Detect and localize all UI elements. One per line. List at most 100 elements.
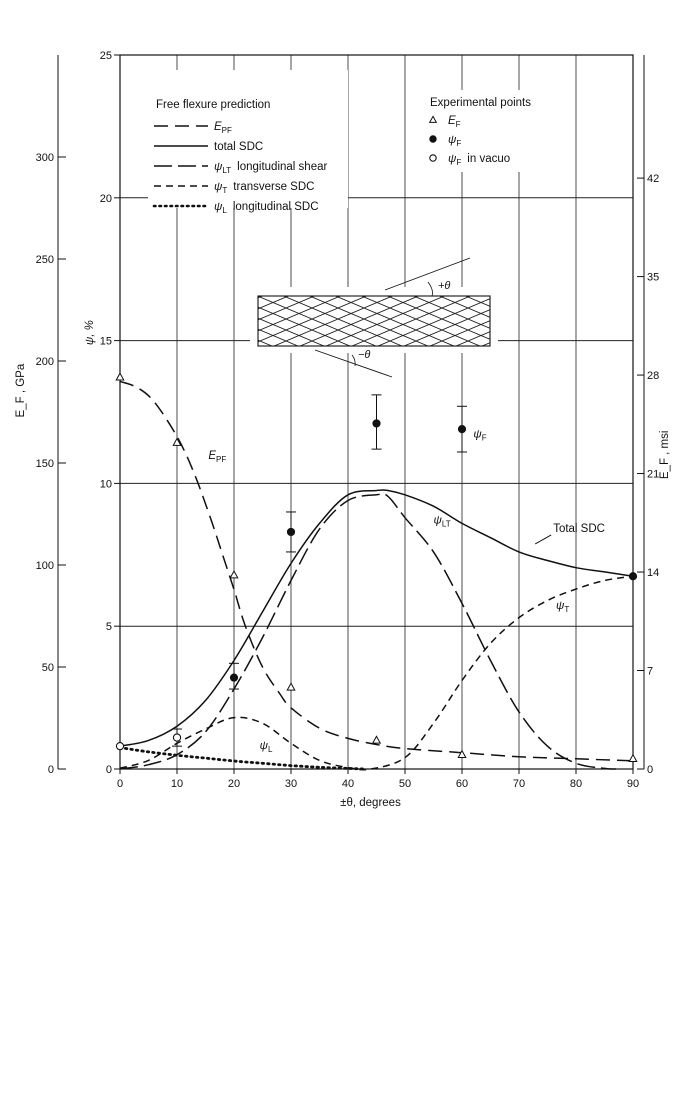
- curve-label-2-symbol: Total SDC: [553, 523, 605, 535]
- x-tick-label-10: 10: [171, 778, 183, 790]
- gpa-tick-label-250: 250: [36, 254, 54, 266]
- x-tick-label-30: 30: [285, 778, 297, 790]
- legend-label-total-symbol: total SDC: [214, 141, 263, 153]
- exp-legend-label-filled: ψF: [448, 134, 461, 148]
- exp-legend-label-triangle-subscript: F: [456, 120, 461, 129]
- gpa-tick-label-150: 150: [36, 458, 54, 470]
- curve-label-5: ψF: [473, 429, 486, 443]
- psi-tick-label-20: 20: [100, 193, 112, 205]
- curve-label-0-subscript: PF: [216, 455, 226, 464]
- legend-label-t-subscript: T: [222, 186, 227, 195]
- legend-title: Free flexure prediction: [156, 99, 270, 111]
- point-filled-8: [286, 527, 296, 537]
- legend-label-lt-subscript: LT: [222, 166, 231, 175]
- psi-tick-label-15: 15: [100, 336, 112, 348]
- series-epf: [119, 380, 634, 762]
- msi-tick-label-42: 42: [647, 173, 659, 185]
- x-tick-label-70: 70: [513, 778, 525, 790]
- msi-tick-label-35: 35: [647, 272, 659, 284]
- plus-theta-line: [384, 257, 471, 291]
- exp-legend-marker-filled: [429, 135, 437, 143]
- point-filled-7: [229, 673, 239, 682]
- exp-legend-title: Experimental points: [430, 97, 531, 109]
- x-tick-label-90: 90: [627, 778, 639, 790]
- curve-label-1-subscript: LT: [442, 519, 451, 528]
- x-tick-label-50: 50: [399, 778, 411, 790]
- gpa-tick-label-0: 0: [48, 764, 54, 776]
- laminate-ply: [257, 295, 491, 347]
- legend-label-lt-symbol: ψ: [214, 161, 223, 173]
- point-filled-11: [628, 572, 638, 581]
- gpa-tick-label-50: 50: [42, 662, 54, 674]
- series-lines: [118, 380, 634, 771]
- legend-label-l-subscript: L: [222, 206, 227, 215]
- x-tick-label-60: 60: [456, 778, 468, 790]
- exp-legend-marker-open: [429, 154, 437, 162]
- exp-legend-label-open-subscript: F: [456, 158, 461, 167]
- msi-tick-label-14: 14: [647, 567, 659, 579]
- curve-label-4-subscript: L: [268, 745, 273, 754]
- point-triangle-0: [115, 372, 125, 381]
- curve-label-5-subscript: F: [482, 434, 487, 443]
- axes: 0510152025050100150200250300071421283542…: [15, 50, 671, 809]
- exp-legend-background: [418, 90, 566, 172]
- point-triangle-4: [371, 735, 382, 744]
- legend-label-epf-symbol: E: [214, 121, 222, 133]
- legend-label-t-symbol: ψ: [214, 181, 223, 193]
- x-tick-label-40: 40: [342, 778, 354, 790]
- x-axis-label: ±θ, degrees: [340, 797, 401, 809]
- curve-label-3-subscript: T: [564, 605, 569, 614]
- x-tick-label-80: 80: [570, 778, 582, 790]
- curve-label-4-symbol: ψ: [260, 740, 269, 752]
- plot-frame: [119, 54, 634, 770]
- point-triangle-2: [229, 570, 239, 579]
- point-open-12: [115, 742, 125, 751]
- x-tick-label-20: 20: [228, 778, 240, 790]
- laminate-inset: +θ −θ: [250, 257, 498, 378]
- legend-label-epf-subscript: PF: [222, 126, 232, 135]
- psi-tick-label-10: 10: [100, 478, 112, 490]
- point-filled-10: [457, 425, 467, 434]
- psi-tick-label-25: 25: [100, 50, 112, 62]
- msi-axis-label: E_F , msi: [659, 431, 671, 480]
- curve-label-3: ψT: [556, 600, 569, 614]
- msi-tick-label-7: 7: [647, 666, 653, 678]
- experimental-points: [115, 372, 638, 763]
- point-triangle-6: [628, 753, 638, 763]
- curve-label-1: ψLT: [434, 514, 451, 528]
- minus-theta-line: [314, 349, 393, 378]
- curve-label-2: Total SDC: [553, 523, 605, 535]
- legend-label-t: ψT transverse SDC: [214, 181, 314, 195]
- legend-label-l-desc: longitudinal SDC: [233, 201, 319, 213]
- x-tick-label-0: 0: [117, 778, 123, 790]
- exp-legend-label-filled-symbol: ψ: [448, 134, 457, 146]
- plus-theta-arc: [427, 281, 433, 297]
- minus-theta-arc: [351, 354, 356, 367]
- psi-axis-label: ψ, %: [84, 320, 96, 345]
- point-triangle-3: [286, 682, 296, 691]
- point-triangle-5: [457, 749, 467, 758]
- legend-label-epf: EPF: [214, 121, 232, 135]
- psi-tick-label-5: 5: [106, 621, 112, 633]
- legend-label-lt-desc: longitudinal shear: [237, 161, 327, 173]
- exp-legend-label-open-symbol: ψ: [448, 153, 457, 165]
- exp-legend-label-triangle-symbol: E: [448, 115, 456, 127]
- exp-legend-label-open: ψF in vacuo: [448, 153, 510, 167]
- gpa-tick-label-200: 200: [36, 356, 54, 368]
- legend-label-lt: ψLT longitudinal shear: [214, 161, 327, 175]
- curve-label-5-symbol: ψ: [473, 429, 482, 441]
- series-lt: [119, 493, 616, 770]
- point-triangle-1: [172, 437, 182, 446]
- legend-label-total: total SDC: [214, 141, 263, 153]
- plus-theta-label: +θ: [438, 280, 450, 292]
- exp-legend-label-open-desc: in vacuo: [467, 153, 510, 165]
- point-open-13: [172, 733, 182, 742]
- curve-label-0: EPF: [208, 450, 226, 464]
- legend-label-l: ψL longitudinal SDC: [214, 201, 319, 215]
- exp-legend-marker-triangle: [428, 115, 438, 123]
- psi-tick-label-0: 0: [106, 764, 112, 776]
- msi-tick-label-28: 28: [647, 370, 659, 382]
